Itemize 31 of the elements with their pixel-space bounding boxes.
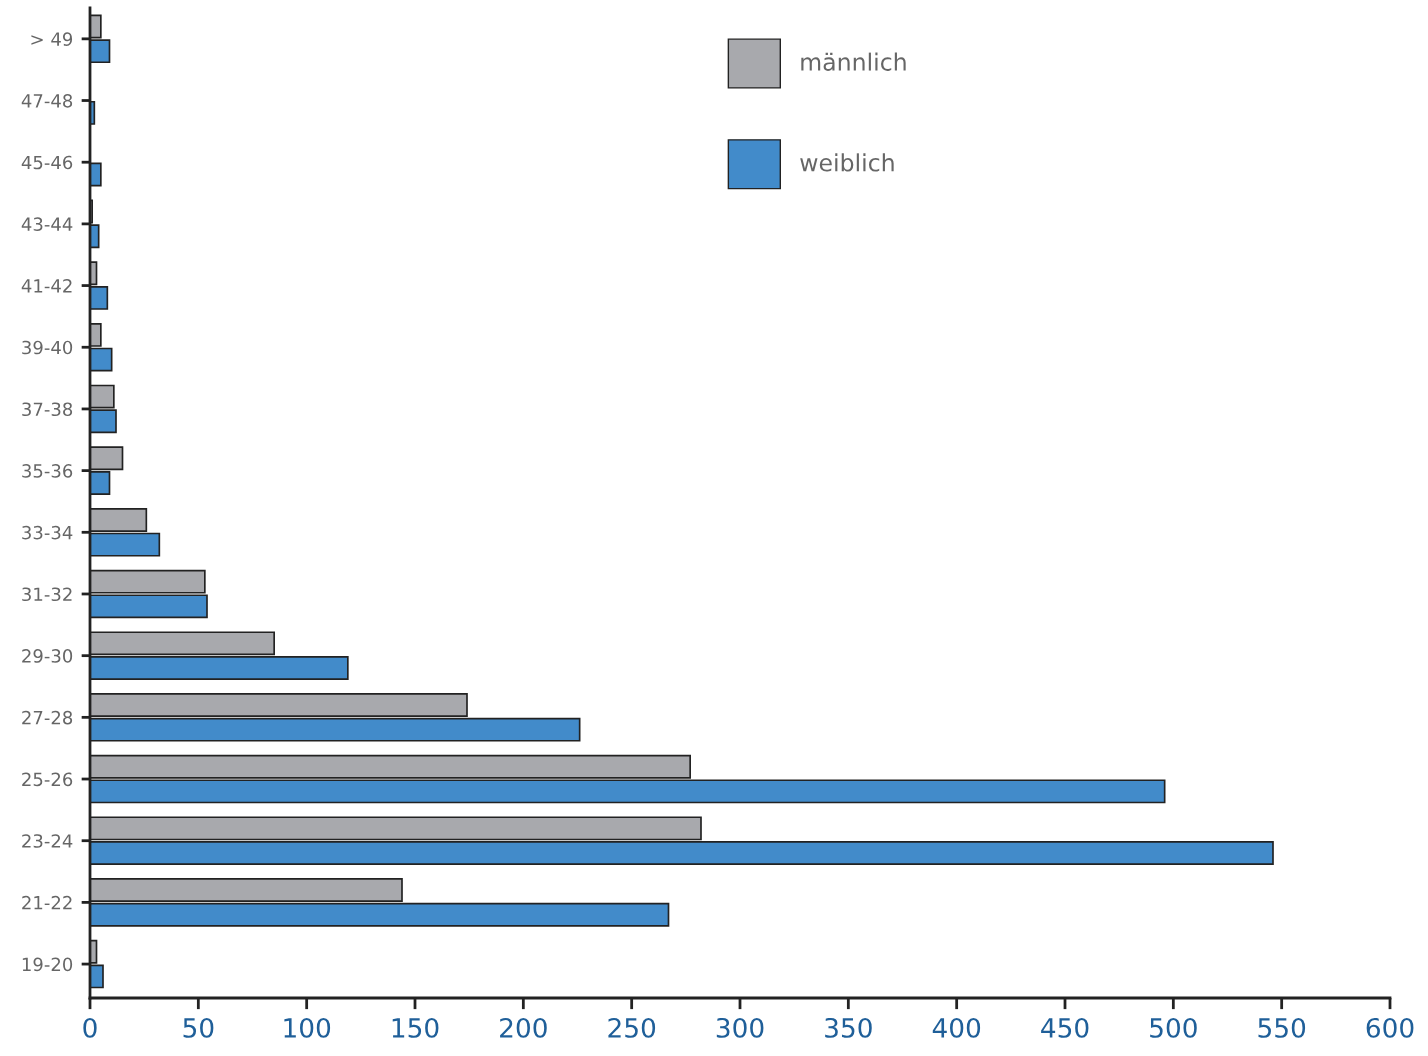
x-tick-label: 400: [932, 1017, 981, 1038]
x-tick-label: 300: [716, 1017, 764, 1038]
x-tick-label: 350: [825, 1017, 872, 1038]
y-tick-label: 21-22: [22, 895, 72, 910]
y-tick-label: 33-34: [22, 525, 73, 540]
legend-label: weiblich: [800, 153, 894, 172]
x-tick-label: 550: [1258, 1017, 1306, 1038]
x-tick-label: 50: [183, 1017, 214, 1038]
x-tick-label: 500: [1150, 1017, 1197, 1038]
y-tick-label: 27-28: [22, 710, 73, 725]
y-tick-label: > 49: [31, 32, 73, 46]
y-tick-label: 35-36: [22, 464, 73, 478]
y-tick-label: 25-26: [22, 772, 73, 787]
y-tick-label: 41-42: [21, 279, 72, 293]
y-tick-label: 39-40: [22, 340, 73, 355]
y-tick-label: 29-30: [22, 649, 73, 663]
legend-label: männlich: [801, 52, 906, 71]
x-tick-label: 100: [284, 1017, 331, 1038]
y-tick-label: 45-46: [21, 155, 73, 170]
y-tick-label: 47-48: [21, 93, 73, 108]
x-tick-label: 250: [608, 1017, 656, 1038]
y-tick-label: 19-20: [22, 957, 73, 972]
x-tick-label: 200: [500, 1017, 547, 1038]
x-tick-label: 0: [83, 1017, 97, 1038]
y-tick-label: 31-32: [22, 587, 72, 602]
y-tick-label: 23-24: [22, 834, 73, 848]
y-tick-label: 43-44: [21, 217, 73, 231]
x-tick-label: 600: [1366, 1017, 1414, 1038]
y-tick-label: 37-38: [22, 402, 73, 417]
x-tick-label: 450: [1041, 1017, 1089, 1038]
x-tick-label: 150: [392, 1017, 439, 1038]
